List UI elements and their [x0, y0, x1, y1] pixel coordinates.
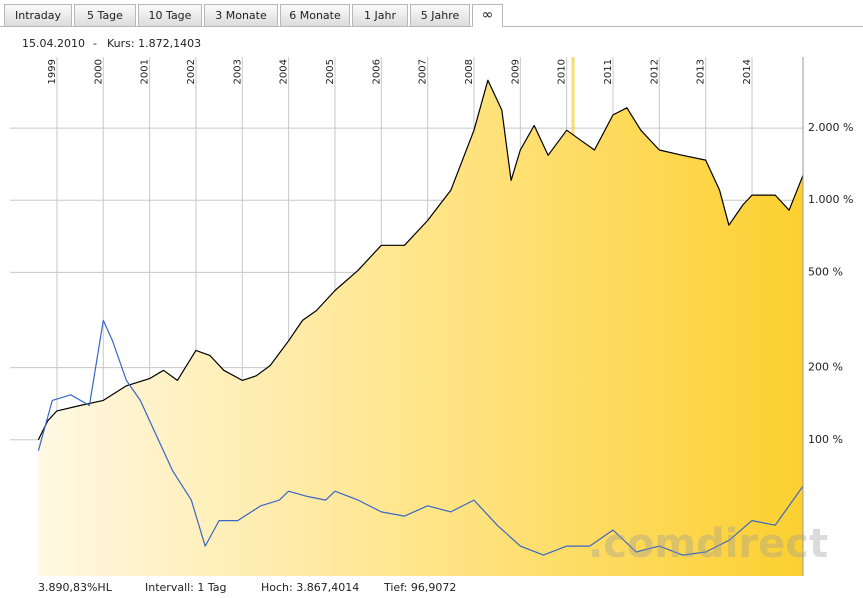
footer-change: 3.890,83%HL [38, 581, 113, 594]
info-separator: - [93, 37, 97, 50]
y-tick-label: 2.000 % [808, 121, 853, 134]
x-tick-label: 2011 [603, 59, 614, 84]
x-tick-label: 2006 [371, 59, 382, 84]
series-line [37, 79, 804, 441]
tab-bar: Intraday 5 Tage 10 Tage 3 Monate 6 Monate 1 J… [0, 0, 863, 27]
tab[interactable]: 1 Jahr [352, 4, 408, 26]
x-tick-label: 2003 [232, 59, 243, 84]
series-area [38, 80, 803, 576]
tab[interactable]: ∞ [472, 4, 503, 27]
tab[interactable]: 5 Jahre [410, 4, 470, 26]
x-tick-label: 2013 [696, 59, 707, 84]
info-price: Kurs: 1.872,1403 [107, 37, 201, 50]
footer-high: Hoch: 3.867,4014 [261, 581, 359, 594]
info-date: 15.04.2010 [22, 37, 85, 50]
x-tick-label: 2000 [93, 59, 104, 84]
x-tick-label: 2014 [742, 59, 753, 84]
tab[interactable]: 5 Tage [74, 4, 136, 26]
tab[interactable]: 10 Tage [138, 4, 202, 26]
y-tick-label: 100 % [808, 433, 843, 446]
x-tick-label: 2001 [140, 59, 151, 84]
tab[interactable]: 3 Monate [204, 4, 278, 26]
x-tick-label: 2010 [557, 59, 568, 84]
x-tick-label: 2012 [649, 59, 660, 84]
x-tick-label: 2004 [279, 59, 290, 84]
footer-interval: Intervall: 1 Tag [145, 581, 227, 594]
series-line [37, 319, 804, 556]
x-tick-label: 2008 [464, 59, 475, 84]
tab[interactable]: 6 Monate [280, 4, 350, 26]
plot [37, 79, 804, 576]
x-tick-label: 2002 [186, 59, 197, 84]
y-tick-label: 500 % [808, 265, 843, 278]
tab[interactable]: Intraday [4, 4, 72, 26]
y-tick-label: 200 % [808, 361, 843, 374]
footer-low: Tief: 96,9072 [383, 581, 456, 594]
x-tick-label: 2005 [325, 59, 336, 84]
x-tick-label: 1999 [47, 59, 58, 84]
x-tick-label: 2007 [418, 59, 429, 84]
y-tick-label: 1.000 % [808, 193, 853, 206]
watermark: .comdirect [588, 521, 828, 567]
x-tick-label: 2009 [510, 59, 521, 84]
